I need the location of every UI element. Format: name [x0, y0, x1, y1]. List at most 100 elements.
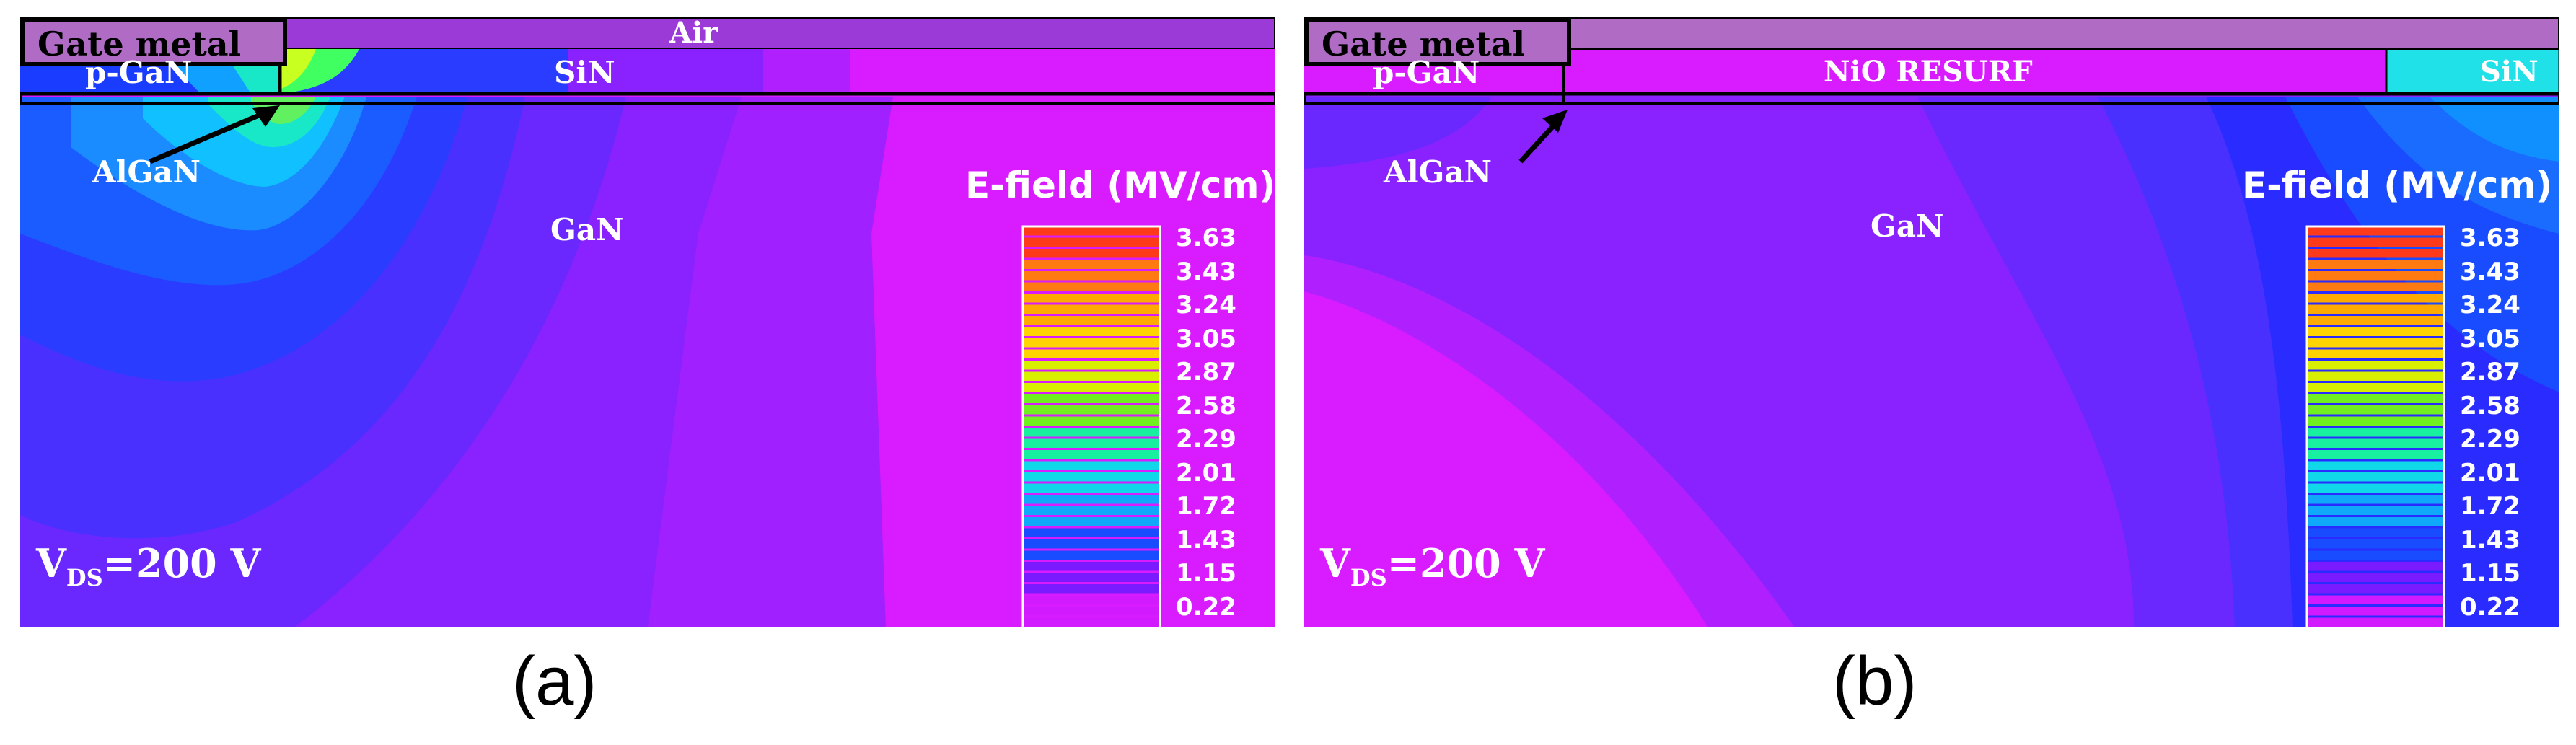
legend-swatch: [1023, 617, 1160, 627]
legend-swatch: [1023, 438, 1160, 448]
legend-tick-label: 1.15: [1176, 559, 1236, 588]
sin-layer: [2385, 48, 2559, 95]
legend-tick-label: 3.43: [2460, 257, 2520, 286]
legend-tick-label: 3.05: [1176, 324, 1236, 353]
sin-layer-violet-part: [568, 49, 763, 94]
legend-swatch: [1023, 416, 1160, 426]
algan-arrow-head: [1542, 110, 1568, 133]
efield-map-a: [20, 17, 1275, 627]
legend-swatch: [1023, 327, 1160, 336]
legend-swatch: [2307, 361, 2444, 370]
gan-label: GaN: [550, 212, 624, 247]
gan-label: GaN: [1871, 208, 1944, 244]
legend-tick-label: 1.72: [2460, 492, 2520, 521]
gate-metal-label: Gate metal: [38, 25, 242, 63]
legend-swatch: [1023, 371, 1160, 381]
legend-swatch: [2307, 528, 2444, 537]
vds-prefix: V: [36, 540, 66, 586]
lower-left-purple: [1304, 255, 1795, 627]
legend-swatch: [2307, 562, 2444, 571]
legend-swatch: [1023, 361, 1160, 370]
panel-a: Gate metal p-GaN Air SiN AlGaN GaN VDS=2…: [20, 17, 1275, 627]
legend-swatch: [1023, 607, 1160, 616]
legend-swatch: [2307, 483, 2444, 493]
vds-subscript: DS: [66, 564, 103, 591]
legend-tick-label: 0.22: [2460, 592, 2520, 622]
legend-swatch: [1023, 517, 1160, 526]
legend-swatch: [1023, 226, 1160, 236]
air-label: Air: [669, 17, 718, 50]
legend-swatch: [2307, 472, 2444, 482]
panel-b: Gate metal p-GaN NiO RESURF SiN AlGaN Ga…: [1304, 17, 2559, 627]
legend-tick-label: 2.01: [1176, 458, 1236, 488]
legend-swatch: [2307, 316, 2444, 325]
legend-swatch: [1023, 383, 1160, 392]
vds-subscript: DS: [1350, 564, 1387, 591]
legend-tick-label: 3.63: [1176, 224, 1236, 252]
legend-swatch: [1023, 249, 1160, 258]
legend-swatch: [2307, 260, 2444, 269]
efield-map-b: [1304, 17, 2559, 627]
nio-resurf-label: NiO RESURF: [1824, 55, 2033, 89]
legend-swatch: [1023, 595, 1160, 604]
legend-tick-label: 3.05: [2460, 324, 2520, 353]
legend-title: E-field (MV/cm): [2242, 164, 2553, 206]
legend-swatch: [2307, 506, 2444, 515]
legend-tick-label: 2.58: [2460, 391, 2520, 420]
legend-tick-label: 1.72: [1176, 492, 1236, 521]
legend-swatch: [2307, 584, 2444, 594]
algan-arrow-shaft: [149, 108, 271, 164]
legend-swatch: [2307, 517, 2444, 526]
legend-swatch: [2307, 371, 2444, 381]
sin-label: SiN: [2480, 55, 2538, 89]
legend-swatch: [2307, 304, 2444, 314]
legend-swatch: [2307, 383, 2444, 392]
gate-metal-box: Gate metal: [20, 17, 287, 66]
legend-tick-label: 0.22: [1176, 592, 1236, 622]
right-hot-2: [2430, 97, 2559, 162]
legend-swatch: [1023, 528, 1160, 537]
legend-tick-label: 3.63: [2460, 224, 2520, 252]
algan-arrow-head: [252, 105, 280, 127]
legend-frame: [1021, 225, 1161, 627]
legend-swatch: [1023, 461, 1160, 470]
legend-swatch: [1023, 584, 1160, 594]
gate-bloom: [1304, 97, 1492, 169]
legend-swatch: [2307, 237, 2444, 247]
algan-label: AlGaN: [1384, 154, 1493, 190]
legend-swatch: [1023, 260, 1160, 269]
legend-colorbar-b: [2305, 225, 2445, 627]
gate-metal-box: Gate metal: [1304, 17, 1571, 66]
legend-swatch: [2307, 271, 2444, 281]
legend-swatch: [2307, 573, 2444, 582]
legend-swatch: [1023, 304, 1160, 314]
legend-tick-label: 2.58: [1176, 391, 1236, 420]
legend-swatch: [2307, 249, 2444, 258]
legend-swatch: [1023, 450, 1160, 459]
lower-left-magenta: [1304, 291, 1708, 627]
legend-swatch: [2307, 550, 2444, 560]
legend-swatch: [1023, 394, 1160, 403]
vds-value: =200 V: [1386, 540, 1545, 586]
legend-swatch: [2307, 338, 2444, 348]
vds-prefix: V: [1320, 540, 1350, 586]
legend-swatch: [1023, 495, 1160, 504]
legend-swatch: [2307, 405, 2444, 415]
legend-frame: [2305, 225, 2445, 627]
legend-swatch: [2307, 349, 2444, 358]
legend-swatch: [1023, 316, 1160, 325]
legend-swatch: [2307, 226, 2444, 236]
legend-swatch: [1023, 573, 1160, 582]
legend-swatch: [1023, 506, 1160, 515]
legend-swatch: [2307, 461, 2444, 470]
legend-swatch: [1023, 282, 1160, 291]
legend-swatch: [2307, 428, 2444, 437]
sin-layer-purple-part: [763, 49, 850, 94]
legend-swatch: [2307, 294, 2444, 303]
legend-tick-label: 2.29: [2460, 425, 2520, 454]
legend-tick-label: 3.24: [2460, 291, 2520, 319]
legend-swatch: [1023, 483, 1160, 493]
legend-swatch: [2307, 394, 2444, 403]
legend-swatch: [2307, 607, 2444, 616]
caption-a: (a): [512, 643, 597, 720]
